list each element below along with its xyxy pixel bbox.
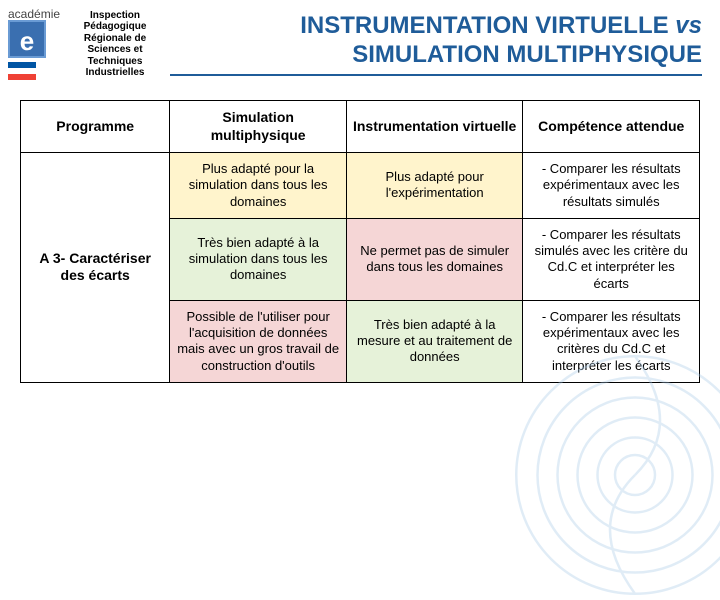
col-simulation: Simulation multiphysique xyxy=(170,101,347,153)
academie-logo: académie e xyxy=(8,8,60,80)
title-block: INSTRUMENTATION VIRTUELLE vs SIMULATION … xyxy=(170,12,702,76)
slide-header: académie e Inspection Pédagogique Région… xyxy=(0,0,720,80)
row-header: A 3- Caractériser des écarts xyxy=(21,153,170,383)
title-underline xyxy=(170,74,702,76)
cell-comp: - Comparer les résultats expérimentaux a… xyxy=(523,300,700,382)
title-part2: SIMULATION MULTIPHYSIQUE xyxy=(352,41,702,68)
comparison-table-wrap: Programme Simulation multiphysique Instr… xyxy=(0,80,720,383)
title-part1: INSTRUMENTATION VIRTUELLE xyxy=(300,12,668,39)
col-competence: Compétence attendue xyxy=(523,101,700,153)
table-body: A 3- Caractériser des écarts Plus adapté… xyxy=(21,153,700,383)
cell-sim: Possible de l'utiliser pour l'acquisitio… xyxy=(170,300,347,382)
cell-sim: Plus adapté pour la simulation dans tous… xyxy=(170,153,347,219)
table-row: A 3- Caractériser des écarts Plus adapté… xyxy=(21,153,700,219)
col-programme: Programme xyxy=(21,101,170,153)
col-instrument: Instrumentation virtuelle xyxy=(346,101,523,153)
comparison-table: Programme Simulation multiphysique Instr… xyxy=(20,100,700,383)
table-header-row: Programme Simulation multiphysique Instr… xyxy=(21,101,700,153)
slide-title: INSTRUMENTATION VIRTUELLE vs SIMULATION … xyxy=(170,12,702,70)
cell-instr: Ne permet pas de simuler dans tous les d… xyxy=(346,218,523,300)
cell-comp: - Comparer les résultats expérimentaux a… xyxy=(523,153,700,219)
title-vs: vs xyxy=(675,12,702,39)
cell-sim: Très bien adapté à la simulation dans to… xyxy=(170,218,347,300)
e-logo-icon: e xyxy=(8,20,46,58)
institution-text: Inspection Pédagogique Régionale de Scie… xyxy=(70,10,160,79)
academie-label: académie xyxy=(8,8,60,20)
cell-instr: Très bien adapté à la mesure et au trait… xyxy=(346,300,523,382)
cell-instr: Plus adapté pour l'expérimentation xyxy=(346,153,523,219)
cell-comp: - Comparer les résultats simulés avec le… xyxy=(523,218,700,300)
france-flag-icon xyxy=(8,62,36,80)
watermark-spiral xyxy=(510,350,720,600)
